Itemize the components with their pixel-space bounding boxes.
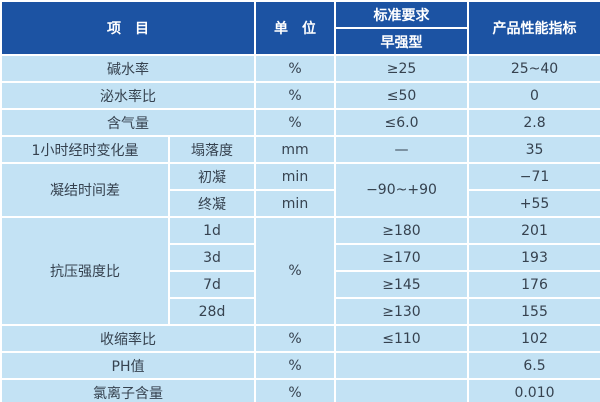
cell-standard [334, 351, 469, 380]
col-header-item: 项 目 [0, 0, 256, 56]
cell-performance: 35 [467, 135, 600, 164]
cell-sub-item: 初凝 [168, 162, 256, 191]
table-row: 碱水率 % ≥25 25~40 [0, 54, 600, 83]
cell-standard [334, 378, 469, 402]
header-row-top: 项 目 单 位 标准要求 产品性能指标 [0, 0, 600, 56]
cell-performance: 155 [467, 297, 600, 326]
cell-standard: ≥130 [334, 297, 469, 326]
table-row: 收缩率比 % ≤110 102 [0, 324, 600, 353]
cell-performance: 2.8 [467, 108, 600, 137]
table-row: 含气量 % ≤6.0 2.8 [0, 108, 600, 137]
cell-standard: — [334, 135, 469, 164]
cell-item: 氯离子含量 [0, 378, 256, 402]
cell-sub-item: 1d [168, 216, 256, 245]
cell-standard: ≥180 [334, 216, 469, 245]
cell-performance: 176 [467, 270, 600, 299]
cell-sub-item: 塌落度 [168, 135, 256, 164]
cell-unit: % [254, 351, 336, 380]
cell-performance: 193 [467, 243, 600, 272]
cell-item: 收缩率比 [0, 324, 256, 353]
cell-unit: min [254, 189, 336, 218]
cell-performance: 25~40 [467, 54, 600, 83]
cell-item: 1小时经时变化量 [0, 135, 170, 164]
cell-standard: ≥145 [334, 270, 469, 299]
cell-item: 泌水率比 [0, 81, 256, 110]
table-row: 氯离子含量 % 0.010 [0, 378, 600, 402]
cell-standard: ≥170 [334, 243, 469, 272]
table-body: 碱水率 % ≥25 25~40 泌水率比 % ≤50 0 含气量 % ≤6.0 … [0, 54, 600, 402]
cell-sub-item: 3d [168, 243, 256, 272]
cell-sub-item: 28d [168, 297, 256, 326]
table-row: 终凝 min +55 [1, 189, 600, 218]
cell-standard: ≤50 [334, 81, 469, 110]
cell-performance: 6.5 [467, 351, 600, 380]
cell-performance: 0.010 [467, 378, 600, 402]
cell-performance: +55 [467, 189, 600, 218]
col-header-standard-sub: 早强型 [334, 27, 469, 56]
table-row: 抗压强度比 1d % ≥180 201 [0, 216, 600, 326]
table-row: 3d ≥170 193 [1, 243, 600, 272]
cell-unit: % [254, 108, 336, 137]
table-row: PH值 % 6.5 [0, 351, 600, 380]
cell-standard: ≤110 [334, 324, 469, 353]
cell-unit: % [254, 216, 336, 326]
table-row: 7d ≥145 176 [1, 270, 600, 299]
cell-item: 凝结时间差 [0, 162, 170, 218]
cell-unit: % [254, 81, 336, 110]
table-row: 凝结时间差 初凝 min −90~+90 −71 [0, 162, 600, 218]
cell-unit: mm [254, 135, 336, 164]
col-header-standard: 标准要求 [334, 0, 469, 29]
cell-unit: % [254, 54, 336, 83]
cell-item: PH值 [0, 351, 256, 380]
table-row: 28d ≥130 155 [1, 297, 600, 326]
col-header-unit: 单 位 [254, 0, 336, 56]
cell-unit: min [254, 162, 336, 191]
cell-item: 含气量 [0, 108, 256, 137]
header-row-sub: 早强型 [1, 27, 600, 56]
cell-item: 碱水率 [0, 54, 256, 83]
cell-performance: 201 [467, 216, 600, 245]
col-header-performance: 产品性能指标 [467, 0, 600, 56]
cell-item: 抗压强度比 [0, 216, 170, 326]
cell-standard: ≤6.0 [334, 108, 469, 137]
cell-performance: 102 [467, 324, 600, 353]
cell-standard: ≥25 [334, 54, 469, 83]
cell-unit: % [254, 324, 336, 353]
table-row: 泌水率比 % ≤50 0 [0, 81, 600, 110]
cell-sub-item: 7d [168, 270, 256, 299]
cell-unit: % [254, 378, 336, 402]
table-row: 1小时经时变化量 塌落度 mm — 35 [0, 135, 600, 164]
cell-performance: −71 [467, 162, 600, 191]
cell-standard: −90~+90 [334, 162, 469, 218]
table-header: 项 目 单 位 标准要求 产品性能指标 早强型 [0, 0, 600, 56]
cell-performance: 0 [467, 81, 600, 110]
cell-sub-item: 终凝 [168, 189, 256, 218]
